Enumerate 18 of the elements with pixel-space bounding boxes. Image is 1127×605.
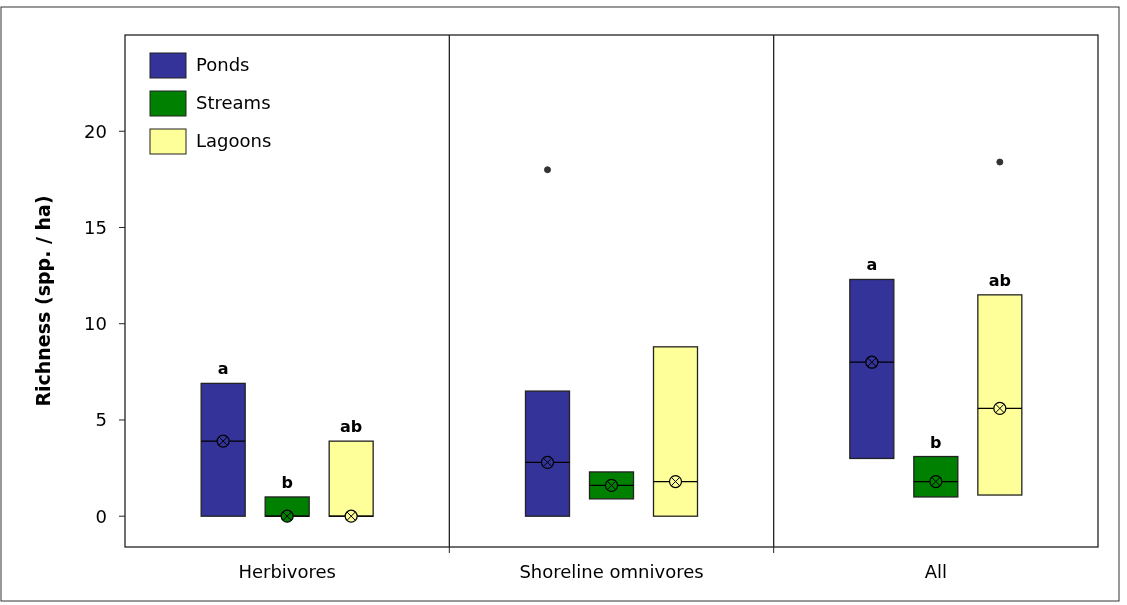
y-tick-label: 10 — [84, 313, 107, 335]
annotation: b — [930, 432, 942, 452]
legend-label: Lagoons — [196, 130, 272, 152]
annotation: a — [217, 359, 229, 379]
x-tick-label: All — [924, 561, 947, 582]
legend-label: Ponds — [196, 54, 250, 76]
annotation: ab — [988, 270, 1011, 290]
annotation: a — [866, 255, 878, 275]
annotation: b — [281, 472, 293, 492]
x-tick-label: Herbivores — [238, 561, 336, 582]
y-tick-label: 15 — [84, 216, 107, 238]
y-tick-label: 0 — [95, 505, 107, 527]
y-axis-title: Richness (spp. / ha) — [32, 195, 54, 407]
legend-label: Streams — [196, 92, 271, 114]
y-tick-label: 20 — [84, 120, 107, 142]
annotation: ab — [340, 417, 363, 437]
y-tick-label: 5 — [95, 409, 107, 431]
x-tick-label: Shoreline omnivores — [519, 561, 704, 582]
